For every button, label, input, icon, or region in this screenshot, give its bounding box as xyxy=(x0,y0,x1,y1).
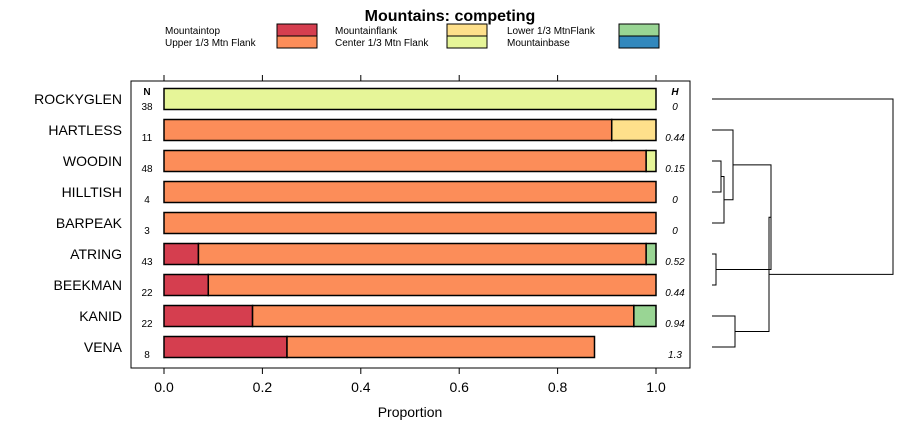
legend-swatch-mountainbase xyxy=(618,35,660,49)
n-value-kanid: 22 xyxy=(141,319,153,330)
bar-segment-atring-upper-1-3-mtn-flank xyxy=(197,242,647,266)
legend-swatch-lower-1-3-mtnflank xyxy=(618,23,660,37)
h-value-hilltish: 0 xyxy=(672,195,678,206)
n-value-atring: 43 xyxy=(141,257,153,268)
bar-segment-kanid-mountaintop xyxy=(163,304,254,328)
bar-row-woodin: WOODIN 48 0.15 xyxy=(63,149,685,175)
bar-segment-atring-lower-1-3-mtnflank xyxy=(645,242,657,266)
h-value-barpeak: 0 xyxy=(672,226,678,237)
bar-segment-hilltish-upper-1-3-mtn-flank xyxy=(163,180,657,204)
bar-row-hartless: HARTLESS 11 0.44 xyxy=(48,118,685,144)
legend-label-upper-1-3-mtn-flank: Upper 1/3 Mtn Flank xyxy=(165,38,257,49)
legend-label-center-1-3-mtn-flank: Center 1/3 Mtn Flank xyxy=(335,38,429,49)
x-tick-label-0: 0.0 xyxy=(154,379,174,395)
x-axis-title: Proportion xyxy=(378,404,443,420)
category-label-vena: VENA xyxy=(84,339,123,355)
legend-label-mountainflank: Mountainflank xyxy=(335,26,398,37)
category-label-atring: ATRING xyxy=(70,246,122,262)
n-value-hartless: 11 xyxy=(142,133,153,144)
x-axis: 0.0 0.2 0.4 0.6 0.8 1.0 xyxy=(154,367,666,395)
category-label-barpeak: BARPEAK xyxy=(56,215,123,231)
legend-label-mountainbase: Mountainbase xyxy=(507,38,570,49)
n-value-hilltish: 4 xyxy=(144,195,150,206)
n-value-woodin: 48 xyxy=(141,164,153,175)
category-label-kanid: KANID xyxy=(79,308,122,324)
dendro-merge-hartless xyxy=(712,129,734,201)
x-tick-label-2: 0.4 xyxy=(351,379,371,395)
n-value-rockyglen: 38 xyxy=(141,102,153,113)
n-value-barpeak: 3 xyxy=(144,226,150,237)
legend-swatch-mountaintop xyxy=(276,23,318,37)
bar-segment-vena-upper-1-3-mtn-flank xyxy=(286,335,596,359)
dendro-merge-root xyxy=(712,98,894,275)
category-label-woodin: WOODIN xyxy=(63,153,122,169)
legend-label-mountaintop: Mountaintop xyxy=(165,26,220,37)
legend-swatch-upper-1-3-mtn-flank xyxy=(276,35,318,49)
bar-segment-hartless-upper-1-3-mtn-flank xyxy=(163,118,613,142)
n-column-header: N xyxy=(143,87,150,98)
top-axis-ticks xyxy=(163,75,657,81)
bar-row-atring: ATRING 43 0.52 xyxy=(70,242,685,268)
h-value-beekman: 0.44 xyxy=(665,288,685,299)
h-column-header: H xyxy=(671,87,679,98)
chart-title: Mountains: competing xyxy=(365,8,536,25)
legend-swatch-mountainflank xyxy=(446,23,488,37)
dendro-merge-lower-groups xyxy=(735,216,771,332)
bar-segment-beekman-upper-1-3-mtn-flank xyxy=(207,273,657,297)
x-tick-label-5: 1.0 xyxy=(646,379,666,395)
dendro-merge-kanid-vena xyxy=(712,315,736,348)
category-label-hartless: HARTLESS xyxy=(48,122,122,138)
dendro-merge-barpeak xyxy=(712,176,725,224)
dendrogram xyxy=(712,98,894,348)
bar-segment-hartless-mountainflank xyxy=(610,118,657,142)
bar-segment-beekman-mountaintop xyxy=(163,273,210,297)
bar-row-beekman: BEEKMAN 22 0.44 xyxy=(54,273,685,299)
h-value-vena: 1.3 xyxy=(668,350,682,361)
legend-label-lower-1-3-mtnflank: Lower 1/3 MtnFlank xyxy=(507,26,596,37)
bar-segment-kanid-upper-1-3-mtn-flank xyxy=(251,304,635,328)
h-value-hartless: 0.44 xyxy=(665,133,685,144)
category-label-beekman: BEEKMAN xyxy=(54,277,122,293)
category-label-hilltish: HILLTISH xyxy=(62,184,122,200)
bar-segment-barpeak-upper-1-3-mtn-flank xyxy=(163,211,657,235)
dendro-merge-atring-beekman xyxy=(712,253,717,286)
category-label-rockyglen: ROCKYGLEN xyxy=(34,91,122,107)
bar-row-vena: VENA 8 1.3 xyxy=(84,335,682,361)
x-tick-label-4: 0.8 xyxy=(548,379,568,395)
bar-row-rockyglen: ROCKYGLEN 38 0 xyxy=(34,87,678,113)
h-value-atring: 0.52 xyxy=(665,257,685,268)
x-tick-label-3: 0.6 xyxy=(449,379,469,395)
n-value-vena: 8 xyxy=(144,350,150,361)
n-value-beekman: 22 xyxy=(141,288,153,299)
legend-swatch-center-1-3-mtn-flank xyxy=(446,35,488,49)
bar-row-hilltish: HILLTISH 4 0 xyxy=(62,180,678,206)
bar-segment-atring-mountaintop xyxy=(163,242,200,266)
x-tick-label-1: 0.2 xyxy=(253,379,273,395)
bar-row-kanid: KANID 22 0.94 xyxy=(79,304,685,330)
bar-segment-woodin-upper-1-3-mtn-flank xyxy=(163,149,647,173)
h-value-woodin: 0.15 xyxy=(665,164,685,175)
h-value-rockyglen: 0 xyxy=(672,102,678,113)
dendro-merge-woodin-hilltish xyxy=(712,160,722,193)
bar-segment-rockyglen-center-1-3-mtn-flank xyxy=(163,87,657,111)
bar-segment-woodin-center-1-3-mtn-flank xyxy=(645,149,657,173)
bar-row-barpeak: BARPEAK 3 0 xyxy=(56,211,678,237)
bar-segment-vena-mountaintop xyxy=(163,335,288,359)
h-value-kanid: 0.94 xyxy=(665,319,685,330)
bar-segment-kanid-lower-1-3-mtnflank xyxy=(633,304,657,328)
